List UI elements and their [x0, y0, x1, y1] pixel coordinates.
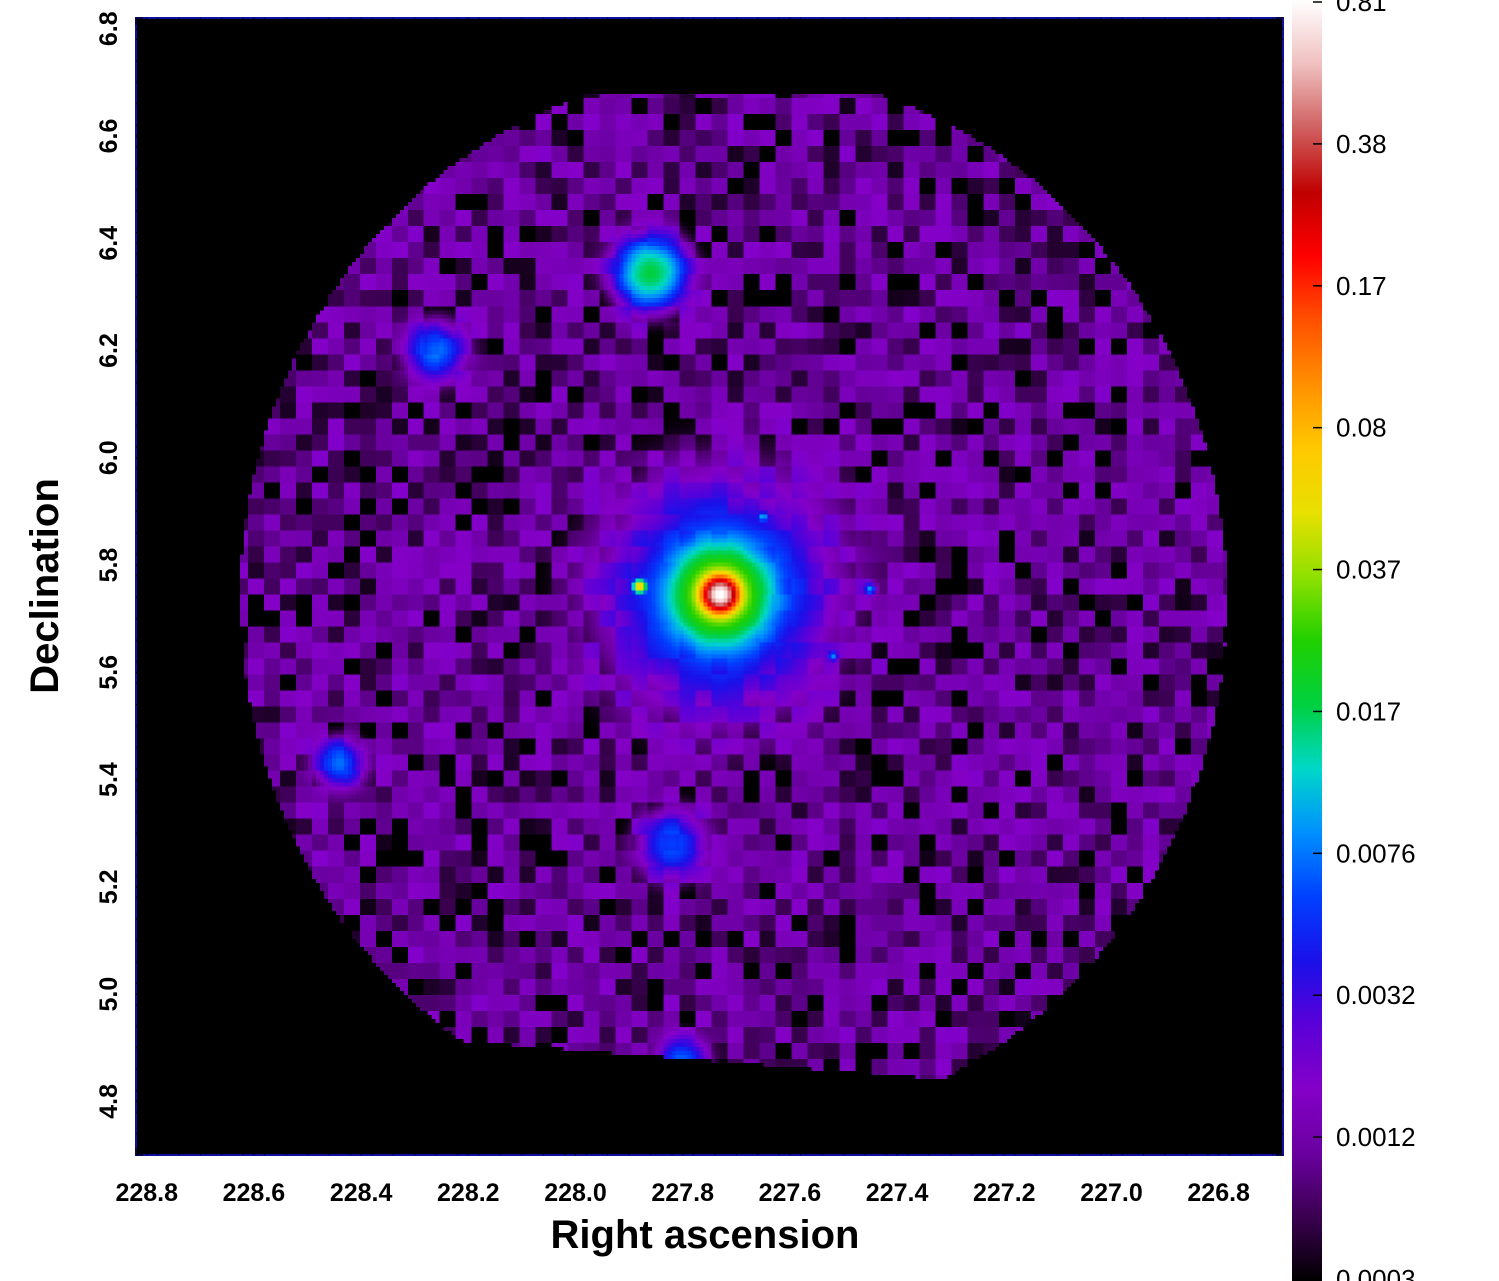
x-tick-label: 228.2 — [437, 1179, 500, 1207]
x-tick-label: 228.8 — [115, 1179, 178, 1207]
x-tick-label: 226.8 — [1187, 1179, 1250, 1207]
colorbar-tick-label: 0.38 — [1336, 129, 1387, 159]
y-tick-label: 5.2 — [95, 869, 123, 904]
y-tick-label: 5.8 — [95, 548, 123, 583]
y-tick-label: 4.8 — [95, 1084, 123, 1119]
x-axis-title: Right ascension — [551, 1213, 860, 1257]
colorbar-tick-label: 0.81 — [1336, 0, 1387, 17]
x-tick-label: 227.0 — [1080, 1179, 1143, 1207]
y-tick-label: 6.8 — [95, 11, 123, 46]
x-tick-label: 228.6 — [223, 1179, 286, 1207]
y-tick-label: 5.6 — [95, 655, 123, 690]
y-tick-label: 5.4 — [95, 762, 123, 797]
x-tick-label: 228.0 — [544, 1179, 607, 1207]
colorbar-tick-label: 0.0012 — [1336, 1122, 1416, 1152]
colorbar-tick-label: 0.0003 — [1336, 1264, 1416, 1281]
colorbar-tick-label: 0.017 — [1336, 696, 1401, 726]
heatmap-image — [136, 18, 1283, 1155]
x-tick-label: 228.4 — [330, 1179, 393, 1207]
colorbar-ticks: 0.0003 0.0012 0.0032 0.0076 0.017 0.037 0.08 0.… — [1313, 0, 1416, 1281]
colorbar — [1292, 0, 1322, 1281]
colorbar-tick-label: 0.08 — [1336, 413, 1387, 443]
y-tick-label: 6.6 — [95, 119, 123, 154]
colorbar-tick-label: 0.0076 — [1336, 838, 1416, 868]
x-tick-label: 227.8 — [651, 1179, 714, 1207]
y-tick-label: 6.4 — [95, 226, 123, 261]
x-tick-label: 227.4 — [866, 1179, 929, 1207]
y-axis-ticks: 4.8 5.0 5.2 5.4 5.6 5.8 6.0 6.2 6.4 6.6 6.8 — [95, 11, 1283, 1156]
y-tick-label: 5.0 — [95, 977, 123, 1012]
x-axis-ticks: 228.8 228.6 228.4 228.2 228.0 227.8 227.6 227.4… — [115, 18, 1273, 1207]
x-tick-label: 227.6 — [759, 1179, 822, 1207]
y-tick-label: 6.0 — [95, 440, 123, 475]
plot-frame — [135, 17, 1284, 1156]
colorbar-tick-label: 0.0032 — [1336, 980, 1416, 1010]
heatmap-raster — [136, 18, 1283, 1155]
colorbar-tick-label: 0.037 — [1336, 555, 1401, 585]
x-tick-label: 227.2 — [973, 1179, 1036, 1207]
y-tick-label: 6.2 — [95, 333, 123, 368]
y-axis-title: Declination — [23, 478, 67, 694]
colorbar-tick-label: 0.17 — [1336, 271, 1387, 301]
